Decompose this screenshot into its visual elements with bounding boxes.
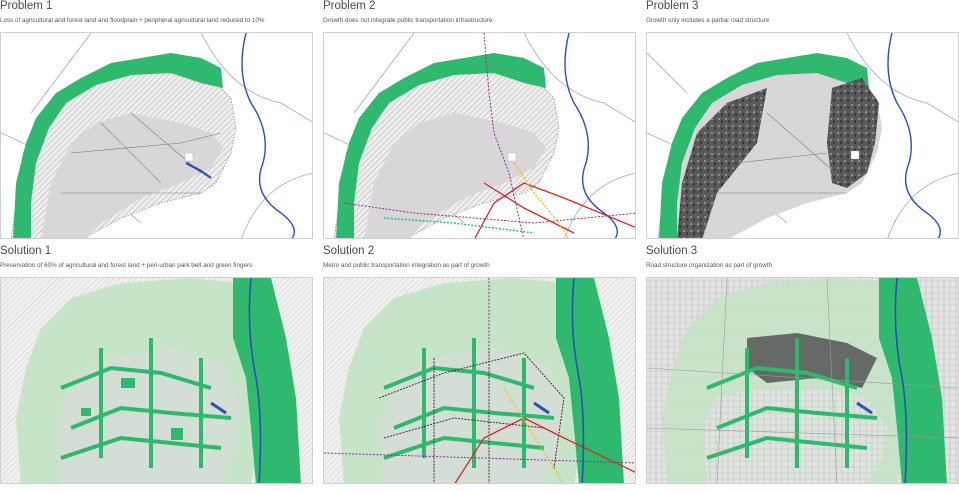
map-solution-3: [646, 277, 959, 484]
panel-subtitle: Road structure organization as part of g…: [646, 262, 773, 269]
map-problem-2: [323, 32, 636, 239]
panel-subtitle: Preservation of 60% of agricultural and …: [0, 262, 253, 269]
panel-problem-3: Problem 3 Growth only includes a partial…: [646, 0, 959, 239]
panel-subtitle: Growth does not integrate public transpo…: [323, 17, 493, 24]
panel-subtitle: Loss of agricultural and forest land and…: [0, 17, 265, 24]
panel-title: Problem 3: [646, 0, 699, 12]
map-problem-1: [0, 32, 313, 239]
panel-title: Problem 2: [323, 0, 376, 12]
panel-title: Problem 1: [0, 0, 53, 12]
map-solution-1: [0, 277, 313, 484]
map-problem-3: [646, 32, 959, 239]
panel-subtitle: Growth only includes a partial road stru…: [646, 17, 770, 24]
panel-subtitle: Metro and public transportation integrat…: [323, 262, 490, 269]
panel-solution-3: Solution 3 Road structure organization a…: [646, 245, 959, 484]
panel-title: Solution 3: [646, 245, 698, 257]
panel-problem-1: Problem 1 Loss of agricultural and fores…: [0, 0, 313, 239]
panel-solution-1: Solution 1 Preservation of 60% of agricu…: [0, 245, 313, 484]
map-solution-2: [323, 277, 636, 484]
panel-solution-2: Solution 2 Metro and public transportati…: [323, 245, 636, 484]
panel-problem-2: Problem 2 Growth does not integrate publ…: [323, 0, 636, 239]
panel-title: Solution 2: [323, 245, 375, 257]
panel-title: Solution 1: [0, 245, 52, 257]
